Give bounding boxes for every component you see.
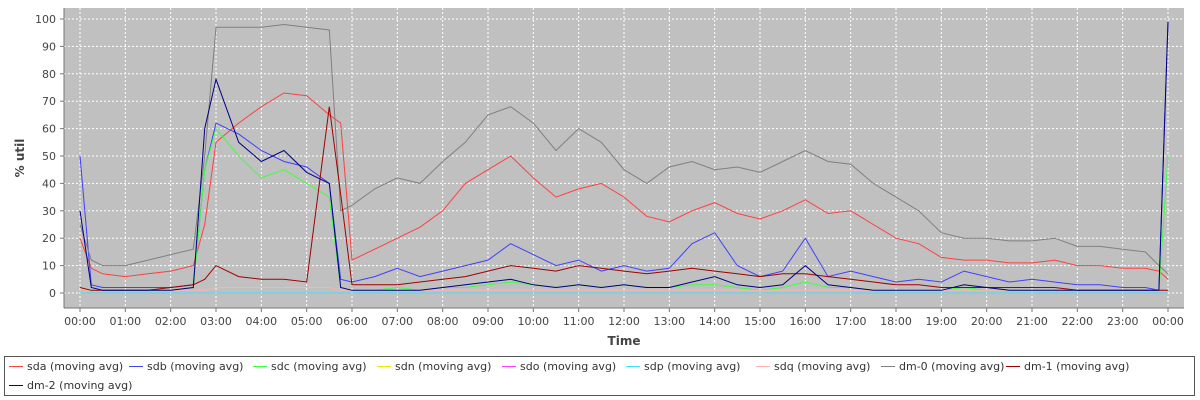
x-tick-label: 10:00 bbox=[517, 315, 549, 328]
legend-item-sdn: sdn (moving avg) bbox=[377, 357, 491, 375]
legend-item-sdb: sdb (moving avg) bbox=[129, 357, 243, 375]
x-tick-label: 00:00 bbox=[64, 315, 96, 328]
y-tick-label: 0 bbox=[49, 287, 56, 300]
x-tick-label: 23:00 bbox=[1107, 315, 1139, 328]
legend-swatch bbox=[9, 384, 23, 386]
x-tick-label: 05:00 bbox=[291, 315, 323, 328]
legend-swatch bbox=[1006, 365, 1020, 367]
x-tick-label: 20:00 bbox=[971, 315, 1003, 328]
legend-swatch bbox=[502, 365, 516, 367]
x-tick-label: 17:00 bbox=[835, 315, 867, 328]
line-chart: 0 10 20 30 40 50 60 70 80 90 100 00:00 01:00 02:00 03:… bbox=[13, 8, 1184, 348]
x-tick-label: 08:00 bbox=[427, 315, 459, 328]
legend-swatch bbox=[377, 365, 391, 367]
y-tick-label: 10 bbox=[42, 260, 56, 273]
x-tick-label: 11:00 bbox=[563, 315, 595, 328]
x-tick-label: 18:00 bbox=[880, 315, 912, 328]
legend-swatch bbox=[253, 365, 267, 367]
legend-label: sdp (moving avg) bbox=[644, 359, 741, 373]
y-tick-label: 50 bbox=[42, 150, 56, 163]
grid-lines bbox=[64, 8, 1184, 308]
x-tick-label: 01:00 bbox=[109, 315, 141, 328]
y-tick-label: 70 bbox=[42, 95, 56, 108]
x-tick-label: 12:00 bbox=[608, 315, 640, 328]
legend-label: sdc (moving avg) bbox=[271, 359, 367, 373]
series-line-sdb bbox=[79, 21, 1169, 291]
legend-label: sdq (moving avg) bbox=[774, 359, 871, 373]
legend-label: dm-1 (moving avg) bbox=[1024, 359, 1130, 373]
legend-label: dm-2 (moving avg) bbox=[27, 378, 133, 392]
x-tick-label: 21:00 bbox=[1016, 315, 1048, 328]
legend-label: sdb (moving avg) bbox=[147, 359, 244, 373]
y-tick-label: 60 bbox=[42, 123, 56, 136]
legend-item-dm-2: dm-2 (moving avg) bbox=[9, 376, 132, 394]
x-tick-label: 13:00 bbox=[653, 315, 685, 328]
x-tick-label: 15:00 bbox=[744, 315, 776, 328]
x-tick-label: 03:00 bbox=[200, 315, 232, 328]
y-tick-label: 90 bbox=[42, 40, 56, 53]
y-axis-title: % util bbox=[13, 139, 27, 178]
legend-item-dm-1: dm-1 (moving avg) bbox=[1006, 357, 1129, 375]
legend-item-sdp: sdp (moving avg) bbox=[626, 357, 740, 375]
legend-item-sdc: sdc (moving avg) bbox=[253, 357, 367, 375]
y-tick-label: 40 bbox=[42, 177, 56, 190]
legend-label: dm-0 (moving avg) bbox=[899, 359, 1005, 373]
legend-label: sda (moving avg) bbox=[27, 359, 124, 373]
legend-swatch bbox=[626, 365, 640, 367]
chart-legend: sda (moving avg) sdb (moving avg) sdc (mov… bbox=[4, 356, 1195, 396]
legend-swatch bbox=[756, 365, 770, 367]
legend-item-sda: sda (moving avg) bbox=[9, 357, 123, 375]
legend-item-sdo: sdo (moving avg) bbox=[502, 357, 616, 375]
x-tick-label: 14:00 bbox=[699, 315, 731, 328]
x-tick-label: 09:00 bbox=[472, 315, 504, 328]
y-tick-label: 20 bbox=[42, 232, 56, 245]
series-line-sdq bbox=[80, 287, 1168, 291]
series-line-dm-0 bbox=[79, 23, 1169, 275]
legend-swatch bbox=[881, 365, 895, 367]
legend-item-dm-0: dm-0 (moving avg) bbox=[881, 357, 1004, 375]
series-lines bbox=[79, 21, 1169, 294]
axes: 0 10 20 30 40 50 60 70 80 90 100 00:00 01:00 02:00 03:… bbox=[35, 8, 1184, 328]
legend-label: sdn (moving avg) bbox=[395, 359, 492, 373]
x-axis-title: Time bbox=[608, 334, 641, 348]
x-tick-label: 04:00 bbox=[245, 315, 277, 328]
x-tick-label: 22:00 bbox=[1061, 315, 1093, 328]
x-tick-label: 00:00 bbox=[1152, 315, 1184, 328]
y-tick-label: 30 bbox=[42, 205, 56, 218]
y-tick-label: 80 bbox=[42, 68, 56, 81]
x-tick-label: 02:00 bbox=[155, 315, 187, 328]
series-line-sda bbox=[79, 92, 1169, 280]
x-tick-label: 19:00 bbox=[925, 315, 957, 328]
legend-item-sdq: sdq (moving avg) bbox=[756, 357, 870, 375]
legend-swatch bbox=[129, 365, 143, 367]
legend-label: sdo (moving avg) bbox=[520, 359, 617, 373]
x-tick-label: 06:00 bbox=[336, 315, 368, 328]
series-line-dm-2 bbox=[79, 21, 1169, 291]
legend-swatch bbox=[9, 365, 23, 367]
y-tick-label: 100 bbox=[35, 13, 56, 26]
x-tick-label: 16:00 bbox=[789, 315, 821, 328]
series-line-dm-1 bbox=[79, 106, 1168, 291]
x-tick-label: 07:00 bbox=[381, 315, 413, 328]
